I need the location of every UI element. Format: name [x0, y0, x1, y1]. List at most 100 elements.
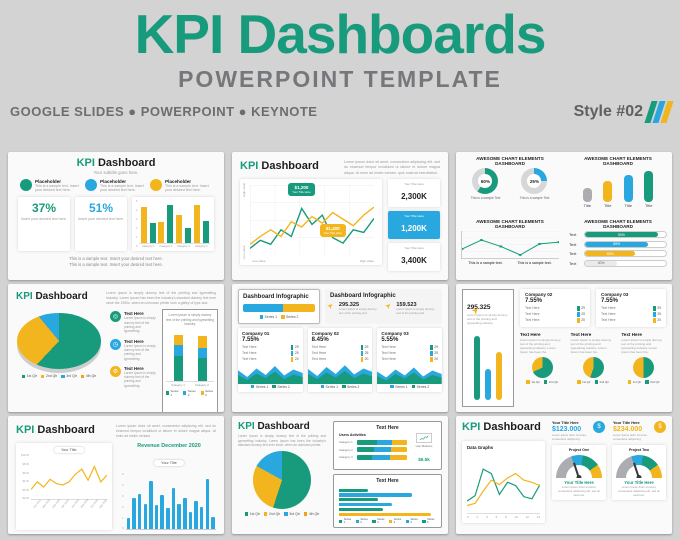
area-chart: [238, 364, 303, 384]
activity-row: Category 2: [339, 447, 407, 452]
slide-9-gauge-dashboard: KPI Dashboard Data Graphs 0 2 4 6 8 10 12 14 Yo…: [456, 416, 672, 534]
currency-icon: $: [593, 421, 605, 433]
placeholder-item: Placeholder This is a sample text. Insert…: [20, 179, 82, 193]
area-chart: [377, 364, 443, 384]
column-labels: Title Title Title Title: [583, 203, 653, 208]
placeholder-label: Placeholder: [100, 179, 127, 184]
slide-4-pie-dashboard: KPI Dashboard Lorem Ipsum is simply dumm…: [8, 284, 224, 412]
y-axis-label-bottom: Low value: [242, 245, 246, 260]
company-card: Company 03 5.55% Text Here 29 Text Here 25 T…: [377, 328, 443, 392]
column-panel: AWESOME CHART ELEMENTS DASHBOARD Title Ti…: [569, 156, 667, 214]
slide-7-revenue-dashboard: KPI Dashboard Lorem ipsum dolor sit amet…: [8, 416, 224, 534]
chart-badge: Your Title: [154, 460, 184, 467]
pie-legend: 1st Qtr 2nd Qtr: [520, 380, 565, 384]
activity-row: Category 1: [339, 439, 407, 445]
area-chart: [307, 364, 373, 384]
slide-title: KPI Dashboard: [462, 421, 541, 433]
x-axis-labels: Category 1 Category 2: [171, 382, 209, 387]
donut-caption: This is a sample Text: [519, 196, 550, 200]
slide-title-accent: KPI: [76, 157, 95, 169]
series-legend: Series 1 Series 2: [312, 385, 369, 389]
donut-chart: 60% This is a sample Text: [470, 168, 501, 200]
x-axis-labels: Low value High value: [252, 259, 374, 264]
panel-title: AWESOME CHART ELEMENTS DASHBOARD: [584, 218, 652, 229]
style-flag-icon: [644, 100, 674, 123]
gauge-card: Project One Your Title Here Lorem ipsum …: [552, 445, 606, 501]
placeholder-label: Placeholder: [165, 179, 192, 184]
panel-title: AWESOME CHART ELEMENTS DASHBOARD: [476, 156, 544, 166]
stat-item: ➤ 295.325 Lorem Ipsum is simply dummy text…: [326, 301, 377, 315]
company-card: Company 02 8.45% Text Here 29 Text Here 25 T…: [307, 328, 373, 392]
line-series: [30, 454, 107, 501]
column-chart: [569, 168, 667, 202]
slide-3-chart-elements: AWESOME CHART ELEMENTS DASHBOARD 60% Thi…: [456, 152, 672, 280]
stat-card: 37% Insert your desired text here.: [18, 196, 70, 251]
pie-legend: 1st Qtr 2nd Qtr 3rd Qtr 4th Qtr: [238, 512, 326, 516]
line-series: [250, 185, 374, 256]
data-graph-card: Data Graphs 0 2 4 6 8 10 12 14: [462, 441, 545, 523]
series-legend: Series 1 Series 2: [381, 385, 438, 389]
circle-icon: [85, 179, 97, 191]
style-label: Style #02: [573, 102, 643, 120]
y-axis-ticks: $10.00 $8.00 $6.00 $4.00 $2.00 $0.00: [21, 454, 29, 501]
line-series: [467, 453, 540, 511]
x-axis-ticks: 0 2 4 6 8 10 12 14: [467, 513, 540, 519]
intro-paragraph: Lorem Ipsum is simply dummy text of the …: [238, 434, 326, 448]
company-card: Company 02 7.55% Text Here 29 Text Here 25 T…: [520, 289, 590, 327]
progress-row: Text 65%: [569, 250, 667, 257]
circle-icon: [20, 179, 32, 191]
metric-rows: Text Here 29 Text Here 25 Text Here 20: [242, 345, 299, 362]
page-title: KPI Dashboards: [134, 3, 547, 65]
gauge-card: Project Two Your Title Here Lorem ipsum …: [612, 445, 666, 501]
progress-panel: AWESOME CHART ELEMENTS DASHBOARD Text 90%…: [569, 219, 667, 277]
chart-badge: Your Title: [53, 447, 84, 454]
slide-6-company-metrics: ➤ 295.325 Lorem Ipsum is simply dummy te…: [456, 284, 672, 412]
placeholder-item: Placeholder This is a sample text. Insert…: [150, 179, 212, 193]
donut-value: 60%: [480, 178, 491, 184]
target-icon: ◎: [110, 311, 121, 323]
bar-series: [139, 200, 210, 244]
series-legend: Series 1 Series 2: [243, 315, 315, 319]
stat-item: ➤ 159.523 Lorem Ipsum is simply dummy text…: [383, 301, 435, 315]
stacked-column-chart: [166, 330, 214, 382]
stacked-bar-panel: Lorem Ipsum is simply dummy text of the …: [162, 309, 218, 412]
donut-caption: This is a sample Text: [470, 196, 501, 200]
placeholder-text: This is a sample text. Insert your desir…: [35, 184, 79, 193]
intro-paragraph: Lorem ipsum dolor sit amet, consectetur …: [344, 160, 440, 175]
progress-row: Text 90%: [569, 231, 667, 238]
company-card: Company 01 7.55% Text Here 29 Text Here 25 T…: [238, 328, 303, 392]
line-chart-card: Your Title $10.00 $8.00 $6.00 $4.00 $2.00 $0.…: [16, 443, 112, 531]
intro-paragraph: Lorem Ipsum is simply dummy text of the …: [106, 291, 216, 306]
stat-value: $234.000: [613, 426, 643, 433]
pie-section: Text Here Lorem Ipsum is simply dummy te…: [520, 332, 565, 407]
callout-yellow: $1,400 Your Title Here: [319, 223, 346, 237]
y-axis-label-top: High value: [242, 182, 246, 198]
callout-teal: $1,200 Your Title Here: [288, 183, 315, 197]
chart-label: Data Graphs: [467, 445, 494, 450]
infographic-stats-card: Dashboard Infographic ➤ 295.325 Lorem Ipsu…: [325, 289, 442, 324]
pie-legend: 1st Qtr 2nd Qtr: [621, 380, 666, 384]
slides-grid: KPI Dashboard Your subtitle goes here. P…: [8, 152, 672, 534]
kpi-card: Your Title Here 2,300K: [388, 179, 440, 208]
pie-chart: [531, 357, 553, 379]
infographic-card: Dashboard Infographic Series 1 Series 2: [238, 289, 320, 324]
platforms-text: GOOGLE SLIDES ● POWERPOINT ● KEYNOTE: [10, 104, 318, 120]
metric-rows: Text Here 29 Text Here 25 Text Here 20: [381, 345, 439, 362]
slide-5-infographic: Dashboard Infographic Series 1 Series 2 D…: [232, 284, 448, 412]
balance-widget: User Balance $6.5k: [412, 433, 436, 466]
arrow-icon: ➤: [469, 304, 482, 317]
activities-card: Text Here Users Activities Category 1 Ca…: [333, 421, 442, 470]
line-chart: High value Low value $1,200 Your Title He…: [240, 179, 382, 266]
bar-series: [125, 472, 216, 531]
arrow-icon: ➤: [326, 301, 336, 311]
panel-title: AWESOME CHART ELEMENTS DASHBOARD: [476, 218, 544, 229]
scatter-chart: [461, 230, 559, 259]
stat-value: 37%: [31, 200, 57, 215]
kpi-card-highlighted: Your Title Here 1,200K: [388, 211, 440, 240]
circle-icon: [150, 179, 162, 191]
metric-rows: Text Here 29 Text Here 25 Text Here 20: [601, 306, 661, 323]
pie-chart-3d: [17, 313, 101, 370]
donut-panel: AWESOME CHART ELEMENTS DASHBOARD 60% Thi…: [461, 156, 559, 214]
